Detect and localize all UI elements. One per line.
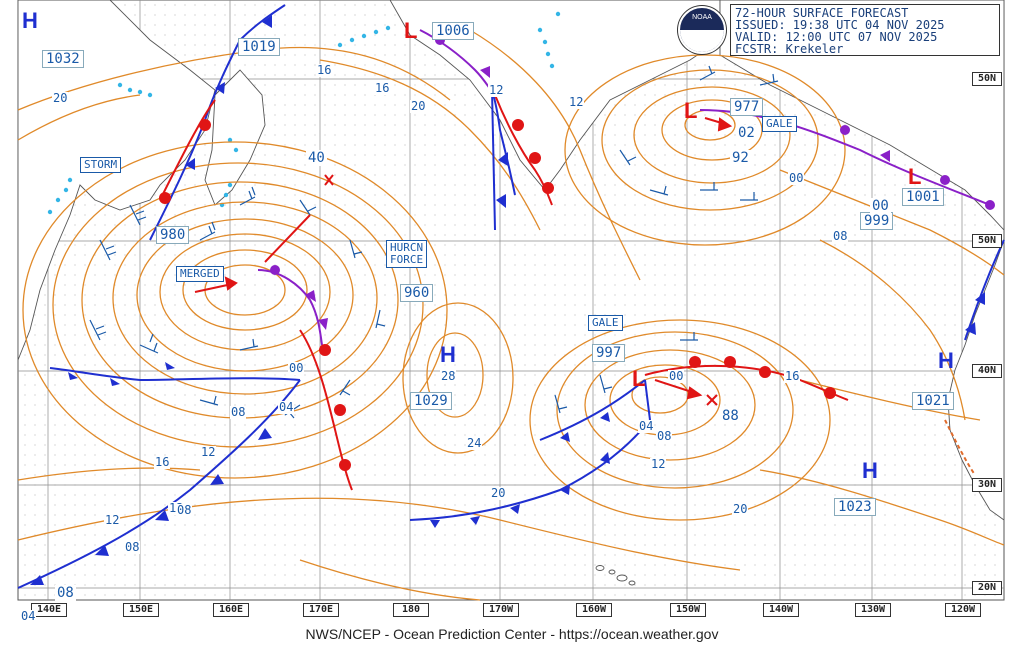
storm-motion-arrows <box>194 117 733 406</box>
longitude-label: 120W <box>945 603 981 617</box>
isobar-label: 12 <box>200 445 217 459</box>
pressure-value: 977 <box>730 98 764 116</box>
pressure-value: 999 <box>860 212 894 230</box>
isobar-label: 00 <box>788 171 805 185</box>
misc-label: 88 <box>720 408 741 424</box>
isobar-label: 08 <box>832 229 849 243</box>
isobar-label: 16 <box>154 455 171 469</box>
longitude-label: 150W <box>670 603 706 617</box>
isobar-label: 24 <box>466 436 483 450</box>
latitude-label: 50N <box>972 234 1002 248</box>
latitude-label: 50N <box>972 72 1002 86</box>
pressure-value: 1023 <box>834 498 876 516</box>
footer-credit: NWS/NCEP - Ocean Prediction Center - htt… <box>305 626 719 642</box>
warning-label: GALE <box>588 315 623 331</box>
pressure-value: 1001 <box>902 188 944 206</box>
front-symbols <box>30 15 995 585</box>
pressure-value: 1021 <box>912 392 954 410</box>
longitude-label: 130W <box>855 603 891 617</box>
longitude-label: 150E <box>123 603 159 617</box>
isobar-label: 20 <box>490 486 507 500</box>
misc-label: 92 <box>730 150 751 166</box>
header-forecaster: FCSTR: Krekeler <box>735 42 844 56</box>
isobar-label: 04 <box>20 609 37 623</box>
header-title: 72-HOUR SURFACE FORECAST <box>735 6 909 20</box>
latitude-label: 40N <box>972 364 1002 378</box>
isobar-label: 12 <box>488 83 505 97</box>
pressure-value: 1006 <box>432 22 474 40</box>
isobar-label: 16 <box>316 63 333 77</box>
pressure-value: 997 <box>592 344 626 362</box>
longitude-label: 140W <box>763 603 799 617</box>
pressure-value: 1032 <box>42 50 84 68</box>
isobar-label: 04 <box>638 419 655 433</box>
isobar-label: 12 <box>568 95 585 109</box>
isobar-label: 12 <box>650 457 667 471</box>
isobar-label: 08 <box>656 429 673 443</box>
warning-label: STORM <box>80 157 122 173</box>
isobar-label: 04 <box>278 400 295 414</box>
warning-label: GALE <box>762 116 797 132</box>
latitude-label: 30N <box>972 478 1002 492</box>
longitude-label: 170W <box>483 603 519 617</box>
pressure-value: 980 <box>156 226 190 244</box>
high-pressure-symbol: H <box>938 348 954 373</box>
low-pressure-symbol: L <box>908 164 922 189</box>
coastlines <box>17 0 1005 586</box>
header-valid: VALID: 12:00 UTC 07 NOV 2025 <box>735 30 938 44</box>
header-issued: ISSUED: 19:38 UTC 04 NOV 2025 <box>735 18 945 32</box>
high-pressure-symbol: H <box>862 458 878 483</box>
low-pressure-symbol: L <box>404 18 418 43</box>
noaa-logo: NOAA <box>678 6 726 54</box>
misc-label: 00 <box>870 198 891 214</box>
isobar-label: 08 <box>176 503 193 517</box>
pressure-value: 960 <box>400 284 434 302</box>
isobar-label: 20 <box>732 502 749 516</box>
high-pressure-symbol: H <box>440 342 456 367</box>
longitude-label: 160E <box>213 603 249 617</box>
isobar-label: 00 <box>288 361 305 375</box>
low-pressure-symbol: L <box>632 366 646 391</box>
misc-label: 08 <box>55 585 76 601</box>
pressure-value: 1019 <box>238 38 280 56</box>
misc-label: 40 <box>306 150 327 166</box>
low-pressure-symbol: L <box>684 98 698 123</box>
warning-label: MERGED <box>176 266 224 282</box>
warning-label: HURCN FORCE <box>386 240 428 268</box>
longitude-label: 170E <box>303 603 339 617</box>
isobar-label: 12 <box>104 513 121 527</box>
high-pressure-symbol: H <box>22 8 38 33</box>
isobar-label: 28 <box>440 369 457 383</box>
isobar-label: 08 <box>230 405 247 419</box>
wind-barbs <box>89 65 779 419</box>
isobar-label: 00 <box>668 369 685 383</box>
isobar-label: 16 <box>784 369 801 383</box>
forecast-header: 72-HOUR SURFACE FORECAST ISSUED: 19:38 U… <box>730 4 1000 56</box>
isobar-label: 16 <box>374 81 391 95</box>
longitude-label: 160W <box>576 603 612 617</box>
isobar-label: 08 <box>124 540 141 554</box>
misc-label: 02 <box>736 125 757 141</box>
latitude-label: 20N <box>972 581 1002 595</box>
isobar-label: 20 <box>52 91 69 105</box>
pressure-value: 1029 <box>410 392 452 410</box>
noaa-logo-text: NOAA <box>692 14 712 21</box>
longitude-label: 180 <box>393 603 429 617</box>
isobar-label: 20 <box>410 99 427 113</box>
